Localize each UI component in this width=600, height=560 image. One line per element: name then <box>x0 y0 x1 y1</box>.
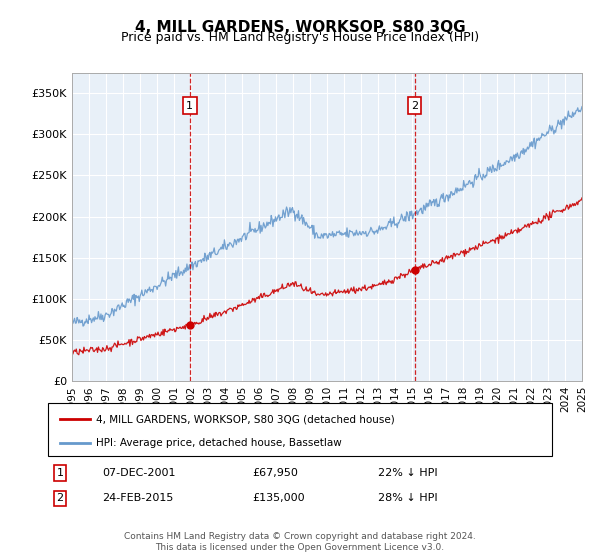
Text: 4, MILL GARDENS, WORKSOP, S80 3QG (detached house): 4, MILL GARDENS, WORKSOP, S80 3QG (detac… <box>96 414 395 424</box>
Text: 1: 1 <box>56 468 64 478</box>
Text: 2: 2 <box>411 101 418 111</box>
Text: 07-DEC-2001: 07-DEC-2001 <box>102 468 176 478</box>
Text: 28% ↓ HPI: 28% ↓ HPI <box>378 493 437 503</box>
Text: 4, MILL GARDENS, WORKSOP, S80 3QG: 4, MILL GARDENS, WORKSOP, S80 3QG <box>134 20 466 35</box>
Text: 24-FEB-2015: 24-FEB-2015 <box>102 493 173 503</box>
Text: Contains HM Land Registry data © Crown copyright and database right 2024.
This d: Contains HM Land Registry data © Crown c… <box>124 532 476 552</box>
Text: 1: 1 <box>187 101 193 111</box>
Text: HPI: Average price, detached house, Bassetlaw: HPI: Average price, detached house, Bass… <box>96 438 342 448</box>
Text: £135,000: £135,000 <box>252 493 305 503</box>
Text: 2: 2 <box>56 493 64 503</box>
Text: £67,950: £67,950 <box>252 468 298 478</box>
Text: 22% ↓ HPI: 22% ↓ HPI <box>378 468 437 478</box>
Text: Price paid vs. HM Land Registry's House Price Index (HPI): Price paid vs. HM Land Registry's House … <box>121 31 479 44</box>
